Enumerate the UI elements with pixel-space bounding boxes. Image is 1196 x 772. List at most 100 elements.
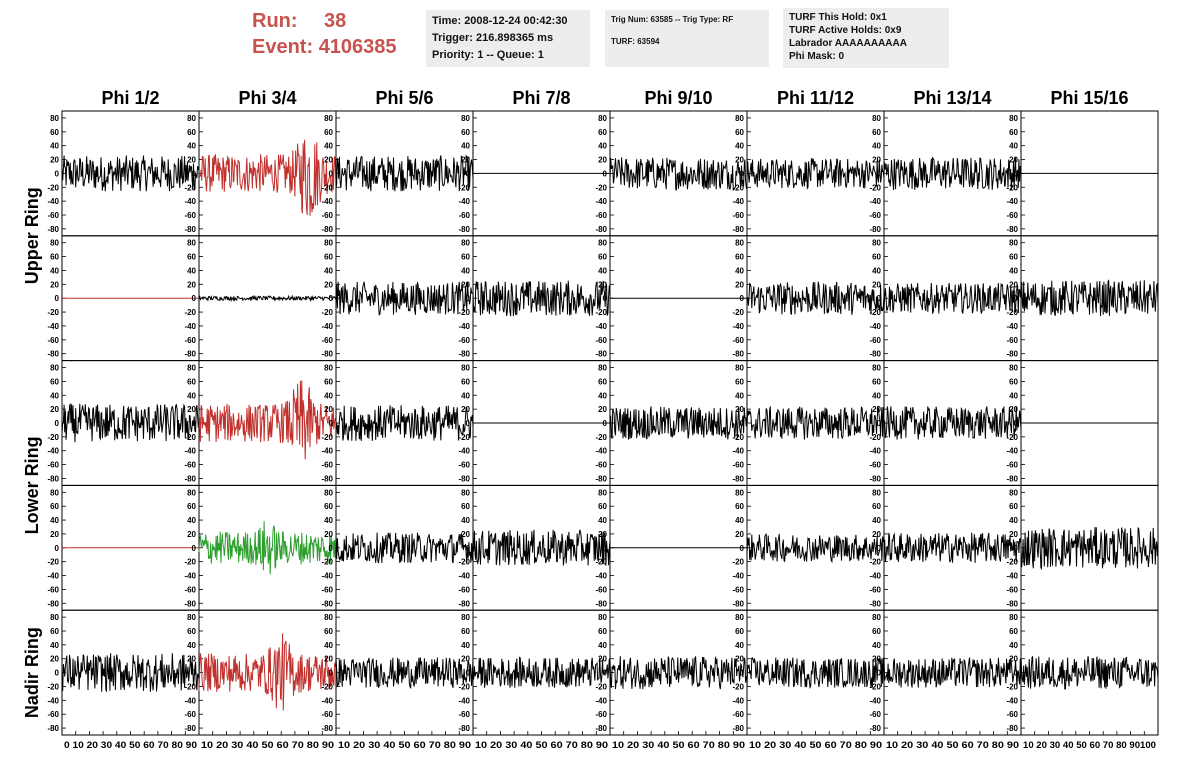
y-tick-label: 40 [50,142,59,151]
y-tick-label: 20 [735,405,744,414]
y-tick-label: -20 [321,558,333,567]
y-tick-label: -40 [184,696,196,705]
y-tick-label: 60 [1009,253,1018,262]
y-tick-label: -60 [595,336,607,345]
y-tick-label: -40 [184,447,196,456]
y-tick-label: -80 [732,599,744,608]
y-tick-label: -60 [184,710,196,719]
y-tick-label: 20 [598,405,607,414]
y-tick-label: 60 [187,502,196,511]
y-tick-label: -80 [732,724,744,733]
y-tick-label: 60 [324,502,333,511]
y-tick-label: -20 [869,308,881,317]
y-tick-label: -80 [47,474,59,483]
y-tick-label: -40 [47,197,59,206]
y-tick-label: 80 [1009,364,1018,373]
y-tick-label: 20 [461,156,470,165]
y-tick-label: 60 [187,253,196,262]
y-tick-label: 40 [1009,266,1018,275]
y-tick-label: -40 [184,572,196,581]
x-tick-labels: 10 20 30 40 50 60 70 80 90 [886,740,1019,750]
y-tick-label: -40 [184,322,196,331]
y-tick-label: 40 [598,516,607,525]
y-tick-label: -60 [184,585,196,594]
y-tick-label: 60 [872,128,881,137]
y-tick-label: -80 [732,225,744,234]
y-tick-label: -80 [1006,474,1018,483]
y-tick-label: 0 [1014,294,1019,303]
y-tick-label: -20 [1006,183,1018,192]
y-tick-label: 0 [1014,669,1019,678]
y-tick-label: 80 [1009,114,1018,123]
waveform-trace [746,158,885,190]
y-tick-label: -20 [47,433,59,442]
y-tick-label: 60 [324,627,333,636]
y-tick-label: -60 [321,710,333,719]
panel-frame [198,609,337,736]
y-tick-label: -60 [732,461,744,470]
x-tick-labels: 10 20 30 40 50 60 70 80 90 [475,740,608,750]
ring-label: Upper Ring [22,187,42,284]
y-tick-label: 0 [466,294,471,303]
y-tick-label: -60 [184,461,196,470]
y-tick-label: -40 [595,322,607,331]
y-tick-label: -40 [458,572,470,581]
waveform-trace [61,402,200,443]
y-tick-label: 40 [50,641,59,650]
y-tick-label: 60 [598,627,607,636]
y-tick-label: -20 [732,183,744,192]
y-tick-label: -60 [595,710,607,719]
y-tick-label: -40 [732,197,744,206]
column-title: Phi 13/14 [913,88,991,108]
y-tick-label: -60 [458,211,470,220]
column-title: Phi 1/2 [101,88,159,108]
y-tick-label: 40 [324,142,333,151]
y-tick-label: 60 [1009,377,1018,386]
y-tick-label: -80 [458,599,470,608]
y-tick-label: 40 [324,516,333,525]
y-tick-label: 60 [735,253,744,262]
y-tick-label: 0 [740,544,745,553]
y-tick-label: 80 [324,488,333,497]
y-tick-label: 60 [187,377,196,386]
y-tick-label: 60 [324,128,333,137]
column-title: Phi 11/12 [777,88,854,108]
y-tick-label: -20 [1006,433,1018,442]
y-tick-label: 20 [324,530,333,539]
y-tick-label: -20 [595,433,607,442]
y-tick-label: 40 [872,516,881,525]
active-holds-line: TURF Active Holds: 0x9 [789,25,902,36]
y-tick-label: -80 [458,350,470,359]
y-tick-label: -80 [732,474,744,483]
y-tick-label: -80 [869,350,881,359]
y-tick-label: -60 [47,461,59,470]
y-tick-label: 80 [872,364,881,373]
y-tick-label: -60 [47,211,59,220]
waveform-trace [883,657,1022,688]
y-tick-label: -20 [732,558,744,567]
y-tick-label: -80 [321,599,333,608]
y-tick-label: 40 [187,516,196,525]
y-tick-label: -80 [184,599,196,608]
x-tick-labels: 10 20 30 40 50 60 70 80 90 [201,740,334,750]
y-tick-label: -80 [184,225,196,234]
waveform-trace [472,529,611,566]
y-tick-label: 60 [50,627,59,636]
column-title: Phi 9/10 [644,88,712,108]
y-tick-label: 20 [735,655,744,664]
waveform-trace [335,657,474,690]
trig-line: Trig Num: 63585 -- Trig Type: RF [611,15,734,24]
y-tick-label: -20 [184,682,196,691]
waveform-trace [1020,279,1159,317]
y-tick-label: 0 [192,669,197,678]
y-tick-label: 20 [598,156,607,165]
y-tick-label: -60 [47,585,59,594]
y-tick-label: 20 [50,530,59,539]
y-tick-label: -40 [1006,696,1018,705]
y-tick-label: -60 [1006,211,1018,220]
y-tick-label: -20 [869,682,881,691]
y-tick-label: -80 [458,225,470,234]
time-line: Time: 2008-12-24 00:42:30 [432,15,568,27]
y-tick-label: -60 [1006,585,1018,594]
y-tick-label: 40 [872,641,881,650]
